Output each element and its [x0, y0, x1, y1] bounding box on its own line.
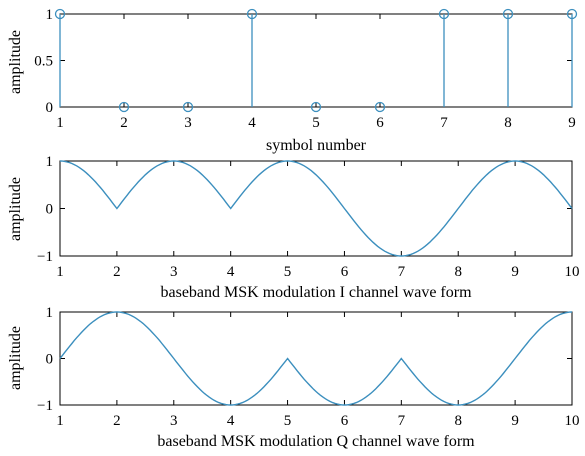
x-tick-label: 6 — [341, 413, 349, 429]
stem-marker — [182, 101, 194, 113]
x-tick-label: 7 — [440, 115, 448, 131]
stem-marker — [310, 101, 322, 113]
stem-marker — [438, 8, 450, 20]
chart-panel-1: 1 2 3 4 5 6 7 8 9 0 0.5 1 symbol number amplitude — [7, 7, 578, 154]
y-axis-label: amplitude — [7, 326, 24, 390]
x-tick-label: 3 — [170, 413, 178, 429]
x-axis-label: baseband MSK modulation I channel wave f… — [160, 284, 472, 301]
x-tick-label: 3 — [170, 264, 178, 280]
y-axis-label: amplitude — [7, 177, 24, 241]
y-tick-label: −1 — [37, 249, 53, 265]
chart-panel-3: 1 2 3 4 5 6 7 8 9 10 −1 0 1 baseband MSK modulation Q… — [7, 305, 580, 450]
x-tick-label: 9 — [511, 413, 519, 429]
x-axis-label: baseband MSK modulation Q channel wave f… — [157, 433, 475, 450]
plot-frame — [59, 13, 573, 108]
x-tick-label: 10 — [565, 413, 580, 429]
x-tick-label: 2 — [120, 115, 128, 131]
x-tick-label: 5 — [284, 413, 292, 429]
x-tick-label: 5 — [284, 264, 292, 280]
stem-marker — [374, 101, 386, 113]
y-tick-label: 0 — [46, 100, 54, 116]
x-tick-label: 4 — [227, 413, 235, 429]
y-tick-label: 0 — [46, 202, 54, 218]
y-tick-label: 0.5 — [34, 54, 53, 70]
y-tick-label: 1 — [46, 154, 54, 170]
stem-marker — [502, 8, 514, 20]
x-tick-label: 8 — [454, 413, 462, 429]
y-tick-label: 1 — [46, 7, 54, 23]
x-tick-label: 2 — [113, 413, 121, 429]
x-tick-label: 3 — [184, 115, 192, 131]
x-tick-label: 4 — [248, 115, 256, 131]
x-tick-label: 8 — [454, 264, 462, 280]
x-tick-label: 1 — [56, 413, 64, 429]
stem-marker — [54, 8, 66, 20]
y-tick-label: 1 — [46, 305, 54, 321]
stem-marker — [566, 8, 578, 20]
waveform-line — [59, 160, 573, 257]
x-tick-label: 5 — [312, 115, 320, 131]
x-tick-label: 10 — [565, 264, 580, 280]
y-axis-label: amplitude — [7, 30, 24, 94]
x-tick-label: 9 — [568, 115, 576, 131]
x-tick-label: 4 — [227, 264, 235, 280]
x-tick-label: 2 — [113, 264, 121, 280]
stem-marker — [118, 101, 130, 113]
waveform-line — [59, 311, 573, 406]
x-tick-label: 7 — [398, 264, 406, 280]
x-tick-label: 1 — [56, 264, 64, 280]
x-tick-label: 7 — [398, 413, 406, 429]
x-tick-label: 9 — [511, 264, 519, 280]
x-axis-label: symbol number — [266, 137, 367, 154]
chart-panel-2: 1 2 3 4 5 6 7 8 9 10 −1 0 1 baseband MSK modulation I… — [7, 154, 580, 301]
y-tick-label: −1 — [37, 398, 53, 414]
stem-marker — [246, 8, 258, 20]
x-tick-label: 8 — [504, 115, 512, 131]
x-tick-label: 6 — [376, 115, 384, 131]
y-tick-label: 0 — [46, 352, 54, 368]
x-tick-label: 1 — [56, 115, 64, 131]
x-tick-label: 6 — [341, 264, 349, 280]
